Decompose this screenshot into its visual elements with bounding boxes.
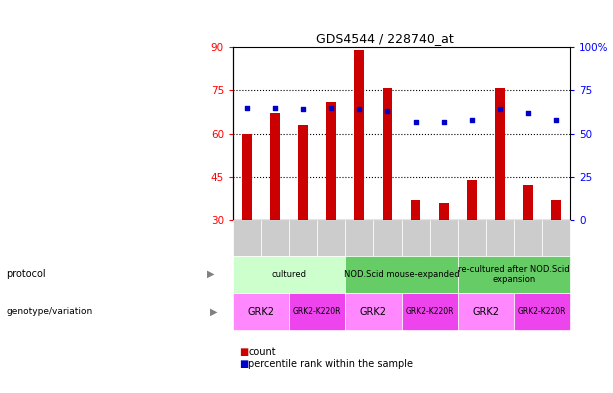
Bar [551, 200, 561, 220]
Text: GRK2: GRK2 [360, 307, 387, 316]
Text: ■: ■ [239, 359, 248, 369]
Point [299, 106, 308, 112]
Text: re-cultured after NOD.Scid
expansion: re-cultured after NOD.Scid expansion [458, 264, 569, 284]
Bar [299, 125, 308, 220]
Bar [383, 88, 392, 220]
Point [467, 117, 477, 123]
Text: ▶: ▶ [210, 307, 218, 316]
Text: GRK2-K220R: GRK2-K220R [293, 307, 341, 316]
Text: genotype/variation: genotype/variation [6, 307, 93, 316]
Point [326, 105, 336, 111]
Bar [495, 88, 504, 220]
Bar [439, 203, 449, 220]
Title: GDS4544 / 228740_at: GDS4544 / 228740_at [316, 31, 454, 44]
Text: ▶: ▶ [207, 269, 215, 279]
Bar [467, 180, 477, 220]
Text: count: count [248, 347, 276, 357]
Text: GRK2: GRK2 [472, 307, 500, 316]
Bar [326, 102, 336, 220]
Text: protocol: protocol [6, 269, 46, 279]
Point [270, 105, 280, 111]
Bar [523, 185, 533, 220]
Text: NOD.Scid mouse-expanded: NOD.Scid mouse-expanded [344, 270, 459, 279]
Bar [411, 200, 421, 220]
Text: GRK2: GRK2 [248, 307, 275, 316]
Bar [270, 114, 280, 220]
Text: cultured: cultured [272, 270, 306, 279]
Point [551, 117, 561, 123]
Bar [354, 50, 364, 220]
Bar [242, 134, 252, 220]
Point [354, 106, 364, 112]
Text: ■: ■ [239, 347, 248, 357]
Point [439, 118, 449, 125]
Text: percentile rank within the sample: percentile rank within the sample [248, 359, 413, 369]
Point [383, 108, 392, 114]
Point [495, 106, 504, 112]
Point [523, 110, 533, 116]
Text: GRK2-K220R: GRK2-K220R [518, 307, 566, 316]
Point [242, 105, 252, 111]
Text: GRK2-K220R: GRK2-K220R [405, 307, 454, 316]
Point [411, 118, 421, 125]
